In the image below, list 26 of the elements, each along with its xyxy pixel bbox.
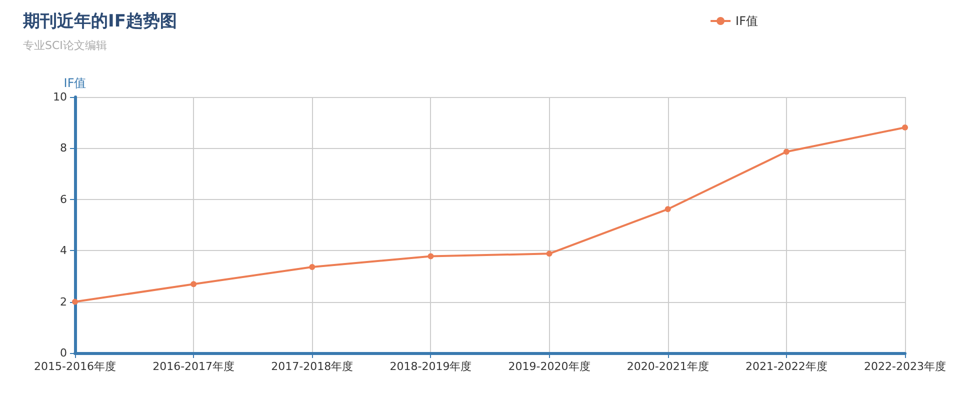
y-tick-label: 6	[60, 192, 67, 206]
x-tick-label: 2022-2023年度	[864, 360, 946, 373]
x-tick-label: 2020-2021年度	[626, 360, 709, 373]
point	[546, 250, 552, 257]
y-axis-title: IF值	[64, 76, 86, 90]
x-tick-label: 2021-2022年度	[745, 360, 828, 373]
legend-label: IF值	[736, 14, 758, 28]
point	[190, 281, 197, 288]
x-tick-label: 2019-2020年度	[508, 360, 590, 373]
point	[309, 264, 316, 270]
point	[783, 148, 790, 155]
y-tick-label: 8	[60, 142, 67, 155]
point	[902, 124, 908, 130]
y-tick-label: 4	[60, 244, 67, 258]
chart-title: 期刊近年的IF趋势图	[22, 12, 177, 32]
y-tick-label: 0	[60, 346, 67, 360]
point	[428, 253, 434, 260]
point	[664, 206, 671, 212]
x-tick-label: 2016-2017年度	[152, 360, 235, 373]
y-tick-label: 10	[53, 90, 67, 104]
y-tick-label: 2	[60, 295, 67, 308]
x-tick-label: 2018-2019年度	[390, 360, 472, 373]
x-tick-label: 2015-2016年度	[34, 360, 116, 373]
x-tick-label: 2017-2018年度	[271, 360, 354, 373]
point	[72, 298, 78, 305]
chart-subtitle: 专业SCI论文编辑	[23, 39, 107, 52]
